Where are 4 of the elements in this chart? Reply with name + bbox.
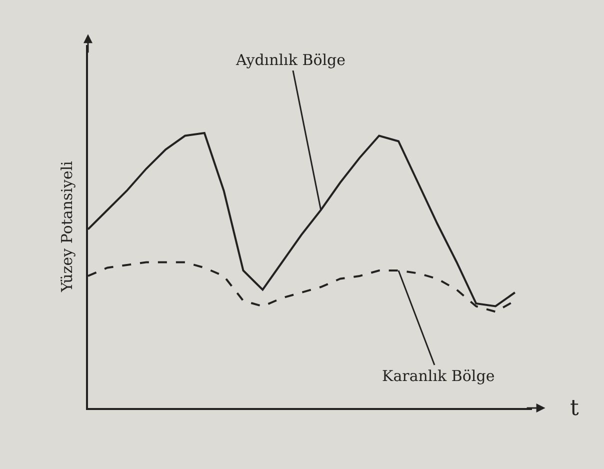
text: Karanlık Bölge (382, 367, 495, 385)
text: Aydınlık Bölge (235, 51, 346, 69)
x-axis-title: t (570, 396, 579, 421)
y-axis-title: Yüzey Potansiyeli (58, 160, 76, 293)
